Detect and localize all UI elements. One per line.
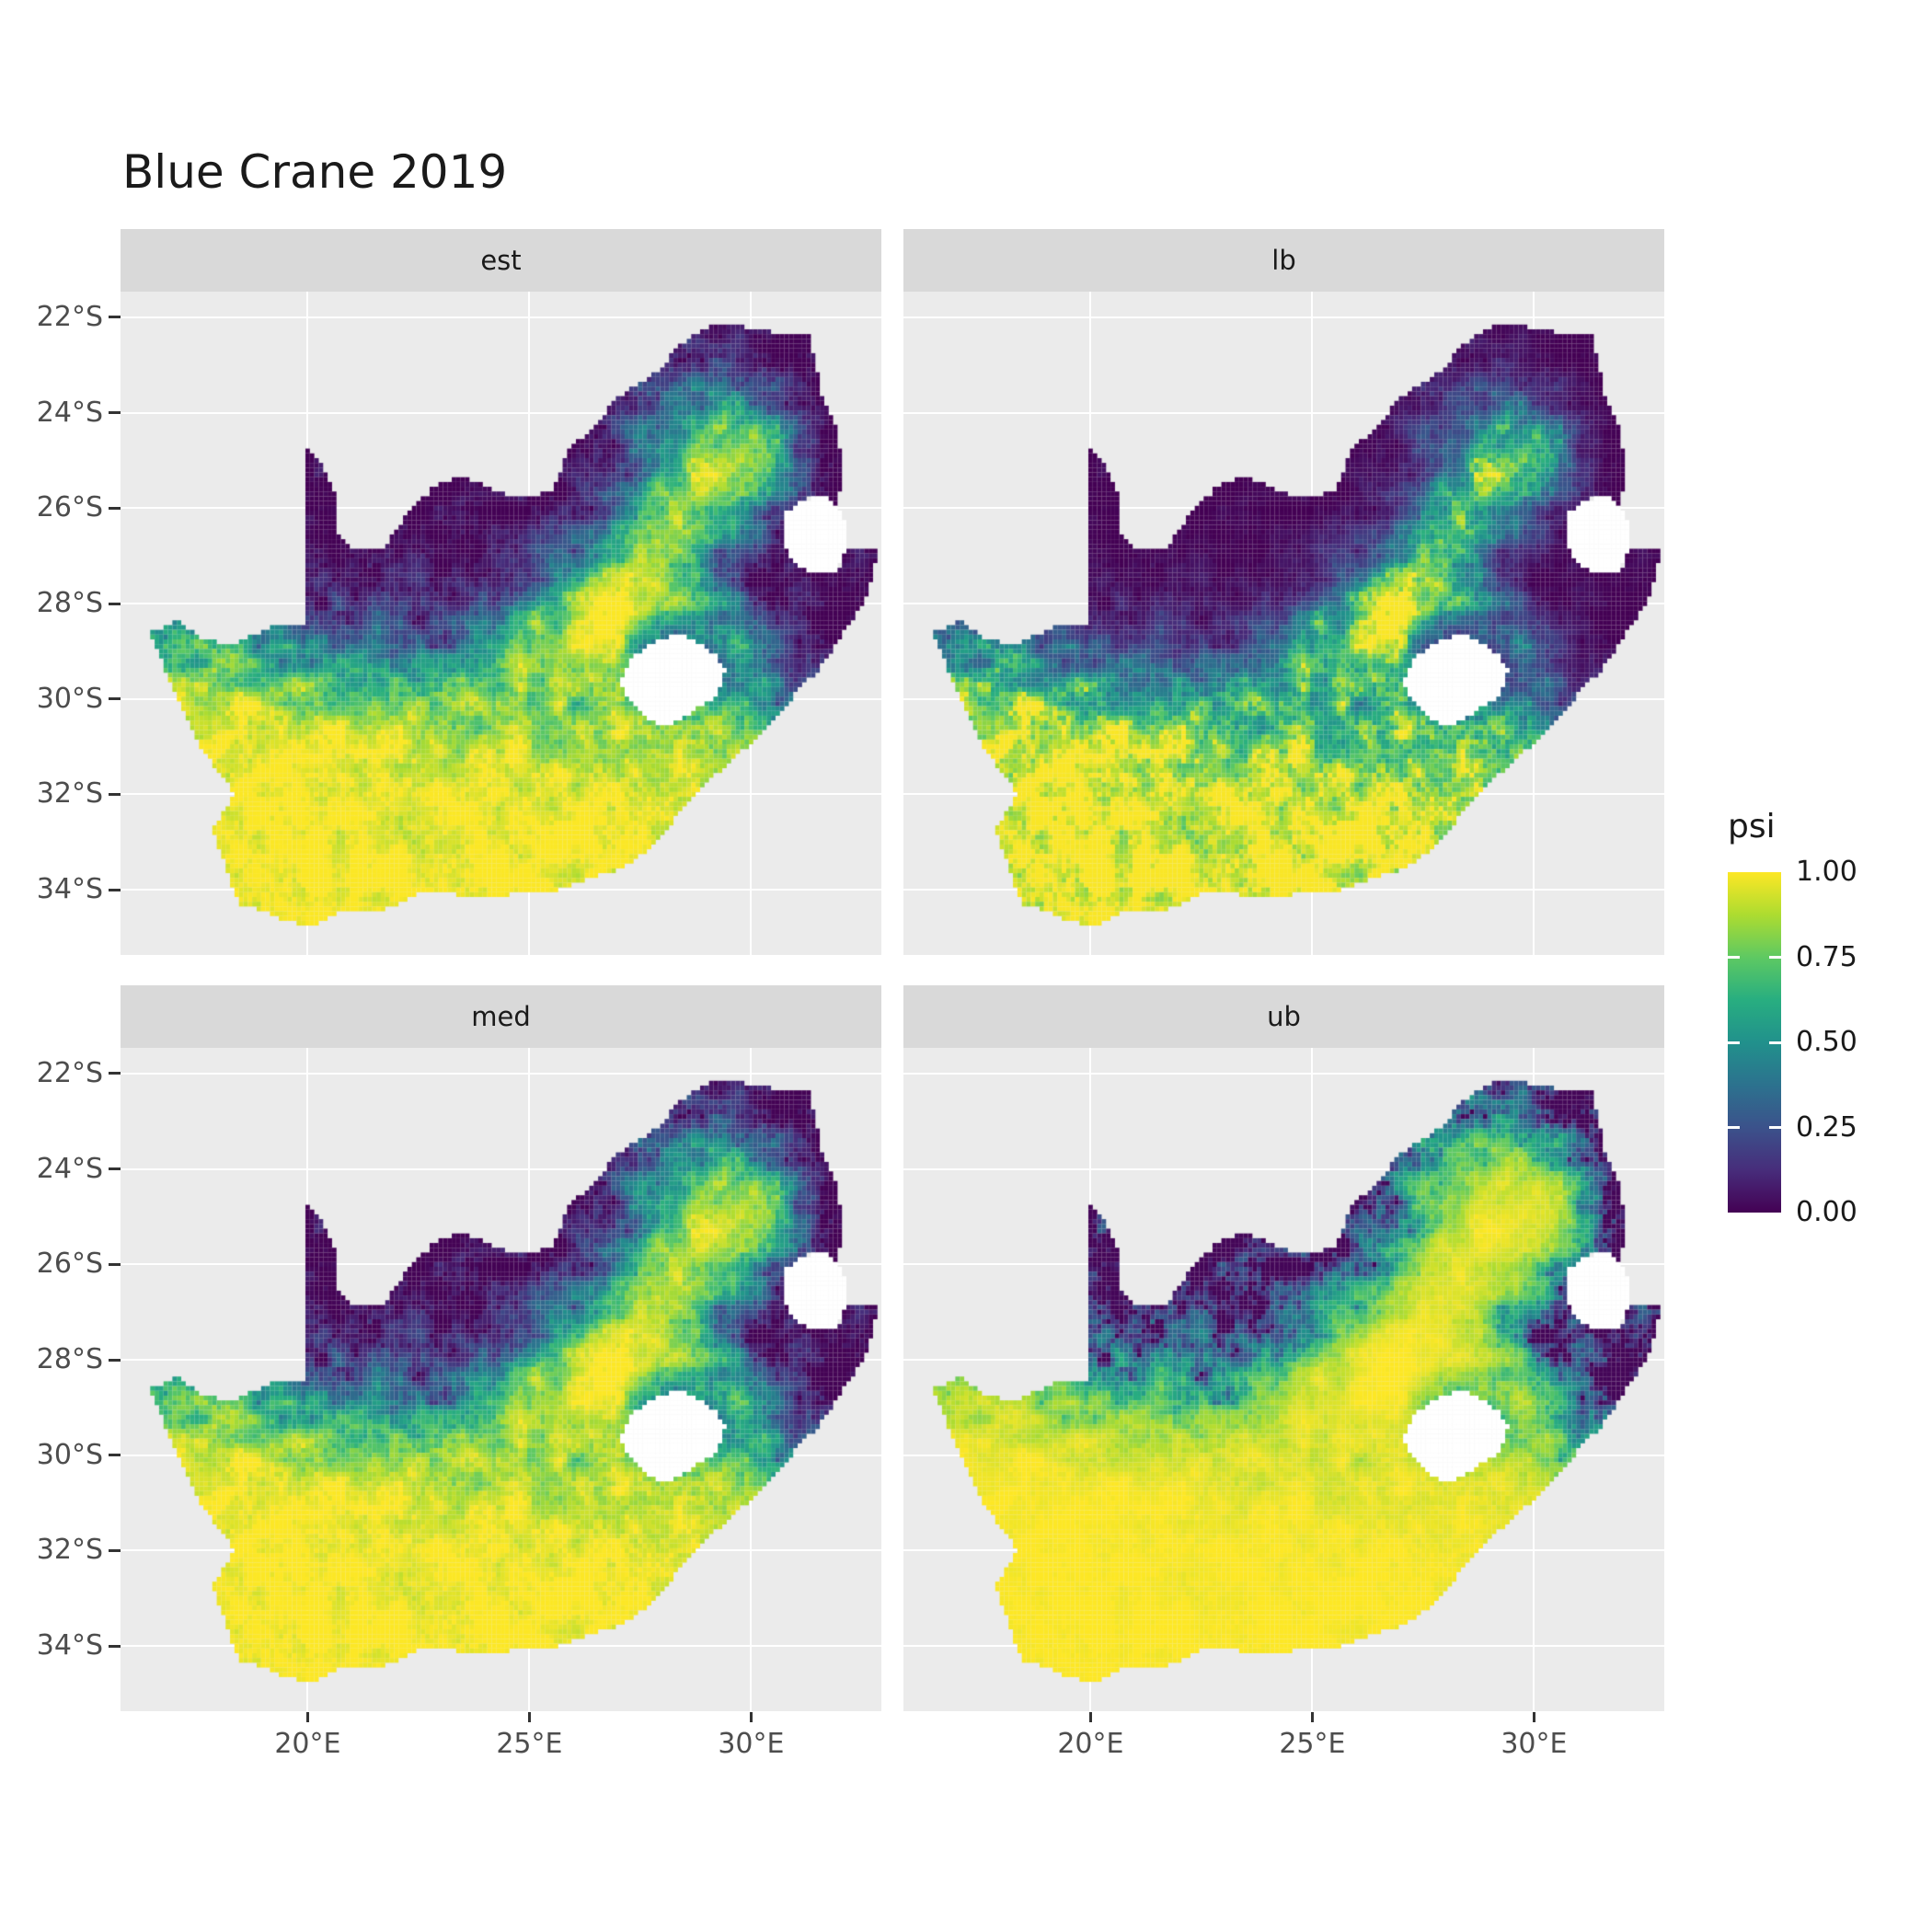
axis-tick-y [109,1358,121,1362]
legend-tick-label: 0.25 [1796,1110,1857,1144]
y-axis-label: 24°S [36,1152,103,1185]
legend-tick-label: 1.00 [1796,856,1857,888]
facet-panel-lb [903,292,1664,955]
axis-tick-y [109,697,121,701]
legend-tick-label: 0.00 [1796,1196,1857,1228]
facet-med: med [121,985,881,1711]
map-canvas-med [121,1048,881,1711]
facet-strip-label: est [480,245,522,276]
facet-lb: lb [903,229,1664,955]
facet-strip-est: est [121,229,881,292]
axis-tick-y [109,1644,121,1648]
x-axis-label: 30°E [1501,1728,1568,1760]
legend-tick-mark [1769,1126,1781,1129]
x-axis-label: 25°E [496,1728,563,1760]
legend-tick-mark [1769,1041,1781,1044]
y-axis-label: 30°S [36,682,103,715]
map-canvas-lb [903,292,1664,955]
legend-tick-mark [1728,1126,1740,1129]
y-axis-label: 34°S [36,1629,103,1662]
x-axis-label: 20°E [274,1728,341,1760]
y-axis-label: 32°S [36,777,103,811]
facet-panel-est [121,292,881,955]
axis-tick-y [109,1548,121,1552]
y-axis-label: 22°S [36,300,103,333]
facet-strip-ub: ub [903,985,1664,1048]
facet-panel-med [121,1048,881,1711]
legend-tick-label: 0.50 [1796,1026,1857,1058]
legend-tick-mark [1728,956,1740,959]
facet-panel-ub [903,1048,1664,1711]
axis-tick-y [109,411,121,415]
x-axis-label: 25°E [1279,1728,1346,1760]
legend-tick-mark [1728,1041,1740,1044]
y-axis-label: 28°S [36,1343,103,1376]
facet-strip-lb: lb [903,229,1664,292]
y-axis-label: 28°S [36,587,103,620]
axis-tick-y [109,888,121,891]
x-axis-label: 20°E [1057,1728,1124,1760]
y-axis-label: 34°S [36,873,103,906]
x-axis-label: 30°E [718,1728,785,1760]
legend-title: psi [1728,808,1776,845]
map-canvas-est [121,292,881,955]
facet-strip-label: lb [1271,245,1296,276]
y-axis-label: 32°S [36,1534,103,1567]
axis-tick-y [109,316,121,319]
axis-tick-y [109,1454,121,1457]
axis-tick-y [109,602,121,605]
axis-tick-y [109,1262,121,1266]
y-axis-label: 22°S [36,1056,103,1089]
legend-tick-mark [1769,956,1781,959]
axis-tick-y [109,792,121,796]
axis-tick-x [305,1712,309,1722]
y-axis-label: 24°S [36,396,103,429]
facet-est: est [121,229,881,955]
facet-strip-med: med [121,985,881,1048]
axis-tick-y [109,506,121,510]
facet-strip-label: ub [1267,1001,1301,1032]
axis-tick-y [109,1167,121,1171]
facet-ub: ub [903,985,1664,1711]
y-axis-label: 30°S [36,1438,103,1471]
axis-tick-y [109,1072,121,1075]
axis-tick-x [1088,1712,1092,1722]
y-axis-label: 26°S [36,1248,103,1281]
axis-tick-x [749,1712,753,1722]
axis-tick-x [527,1712,531,1722]
legend-tick-label: 0.75 [1796,940,1857,973]
y-axis-label: 26°S [36,491,103,524]
facet-strip-label: med [471,1001,531,1032]
plot-title: Blue Crane 2019 [122,145,508,199]
map-canvas-ub [903,1048,1664,1711]
axis-tick-x [1532,1712,1535,1722]
axis-tick-x [1310,1712,1314,1722]
